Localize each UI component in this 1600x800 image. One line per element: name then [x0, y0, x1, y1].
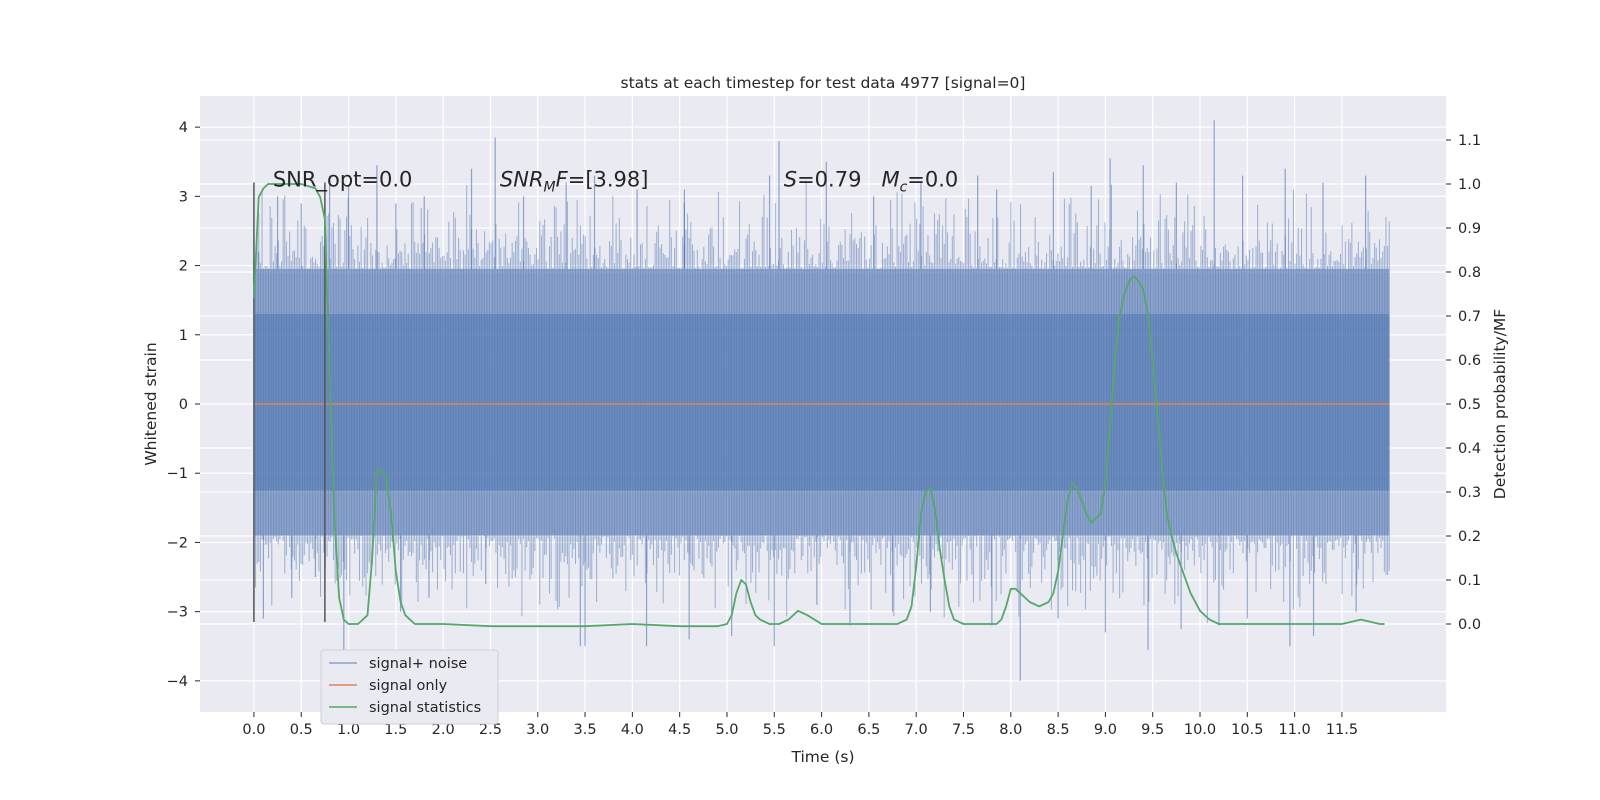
annotations: SNR_opt=0.0 SNRMF=[3.98] S=0.79 Mc=0.0	[273, 168, 958, 196]
x-tick-label: 2.5	[479, 722, 502, 738]
y-right-tick-label: 0.6	[1458, 353, 1481, 369]
x-tick-label: 1.5	[384, 722, 407, 738]
vertical-markers	[253, 182, 326, 623]
y-tick-label: −1	[167, 466, 188, 482]
annotation-snr-opt: SNR_opt=0.0	[273, 168, 413, 193]
x-tick-label: 7.5	[952, 722, 975, 738]
y-right-tick-label: 0.9	[1458, 221, 1481, 237]
y-axis-label: Whitened strain	[142, 342, 160, 465]
y-right-axis-ticks: 0.0 0.1 0.2 0.3 0.4 0.5 0.6 0.7 0.8 0.9 1.0 1.1	[1446, 133, 1481, 633]
x-tick-label: 0.0	[242, 722, 265, 738]
y-tick-label: 0	[179, 397, 188, 413]
x-axis-label: Time (s)	[790, 748, 854, 766]
y-tick-label: −3	[167, 605, 188, 621]
y-right-tick-label: 0.0	[1458, 617, 1481, 633]
y-tick-label: 1	[179, 328, 188, 344]
x-tick-label: 6.5	[857, 722, 880, 738]
x-tick-label: 4.5	[668, 722, 691, 738]
y-right-axis-label: Detection probability/MF	[1491, 309, 1509, 500]
y-tick-label: 2	[179, 259, 188, 275]
y-right-tick-label: 0.5	[1458, 397, 1481, 413]
x-tick-label: 11.5	[1326, 722, 1358, 738]
y-right-tick-label: 0.2	[1458, 529, 1481, 545]
x-axis-ticks: 0.0 0.5 1.0 1.5 2.0 2.5 3.0 3.5 4.0 4.5 5.0 5.5 6.0 6…	[242, 712, 1358, 738]
chart-title: stats at each timestep for test data 497…	[621, 74, 1026, 92]
x-tick-label: 10.0	[1184, 722, 1216, 738]
signal-statistics-line	[253, 183, 1385, 628]
x-tick-label: 8.5	[1047, 722, 1070, 738]
y-right-tick-label: 0.1	[1458, 573, 1481, 589]
x-tick-label: 8.0	[999, 722, 1022, 738]
y-right-tick-label: 0.8	[1458, 265, 1481, 281]
y-right-tick-label: 1.0	[1458, 177, 1481, 193]
x-tick-label: 1.0	[337, 722, 360, 738]
x-tick-label: 2.0	[432, 722, 455, 738]
y-tick-label: −2	[167, 535, 188, 551]
noise-core	[253, 314, 1390, 491]
x-tick-label: 6.0	[810, 722, 833, 738]
x-tick-label: 5.5	[763, 722, 786, 738]
legend-frame	[320, 649, 499, 725]
x-tick-label: 3.0	[526, 722, 549, 738]
x-tick-label: 9.5	[1141, 722, 1164, 738]
x-tick-label: 9.0	[1094, 722, 1117, 738]
series-signal-plus-noise	[253, 120, 1390, 681]
legend-label-signal-statistics: signal statistics	[369, 700, 481, 716]
annotation-snr-mf: SNRMF=[3.98]	[500, 168, 649, 196]
y-tick-label: 3	[179, 189, 188, 205]
series-signal-statistics	[253, 183, 1385, 628]
x-tick-label: 4.0	[621, 722, 644, 738]
x-tick-label: 10.5	[1231, 722, 1263, 738]
y-right-tick-label: 0.3	[1458, 485, 1481, 501]
legend-label-signal-plus-noise: signal+ noise	[369, 656, 467, 672]
y-axis-ticks: −4 −3 −2 −1 0 1 2 3 4	[167, 120, 200, 690]
y-tick-label: −4	[167, 674, 188, 690]
legend: signal+ noise signal only signal statist…	[320, 649, 499, 725]
x-tick-label: 7.0	[905, 722, 928, 738]
x-tick-label: 0.5	[290, 722, 313, 738]
y-right-tick-label: 0.4	[1458, 441, 1481, 457]
y-right-tick-label: 1.1	[1458, 133, 1481, 149]
y-tick-label: 4	[179, 120, 188, 136]
x-tick-label: 5.0	[715, 722, 738, 738]
x-tick-label: 3.5	[574, 722, 597, 738]
y-right-tick-label: 0.7	[1458, 309, 1481, 325]
x-tick-label: 11.0	[1278, 722, 1310, 738]
legend-label-signal-only: signal only	[369, 678, 448, 694]
annotation-s-mc: S=0.79 Mc=0.0	[784, 168, 959, 196]
